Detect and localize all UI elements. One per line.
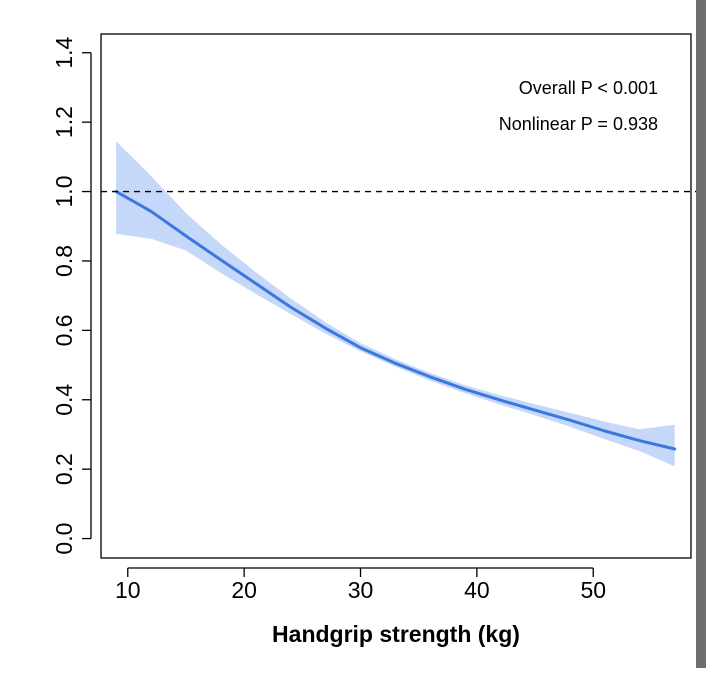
x-tick-label: 50 (580, 577, 606, 603)
x-axis-label: Handgrip strength (kg) (272, 621, 520, 647)
y-tick-label: 0.2 (51, 453, 77, 485)
x-tick-label: 10 (115, 577, 141, 603)
annotation-nonlinear-p: Nonlinear P = 0.938 (499, 114, 658, 134)
series-line-layer (114, 190, 677, 451)
y-tick-label: 0.8 (51, 245, 77, 277)
y-tick-label: 0.4 (51, 384, 77, 416)
y-tick-label: 1.4 (51, 37, 77, 69)
x-tick-label: 40 (464, 577, 490, 603)
confidence-band-0 (116, 141, 675, 467)
y-tick-label: 0.6 (51, 314, 77, 346)
annotation-overall-p: Overall P < 0.001 (519, 78, 658, 98)
confidence-band-layer (116, 141, 675, 467)
y-tick-label: 0.0 (51, 523, 77, 555)
plot-frame (100, 33, 692, 559)
x-tick-label: 20 (231, 577, 257, 603)
x-axis: 10 20 30 40 50 (115, 567, 606, 603)
series-line-0 (114, 190, 677, 451)
y-axis: 0.0 0.2 0.4 0.6 0.8 1.0 1.2 1.4 (51, 37, 92, 555)
y-tick-label: 1.0 (51, 176, 77, 208)
page-edge-strip (696, 0, 706, 668)
y-tick-label: 1.2 (51, 106, 77, 138)
x-tick-label: 30 (348, 577, 374, 603)
